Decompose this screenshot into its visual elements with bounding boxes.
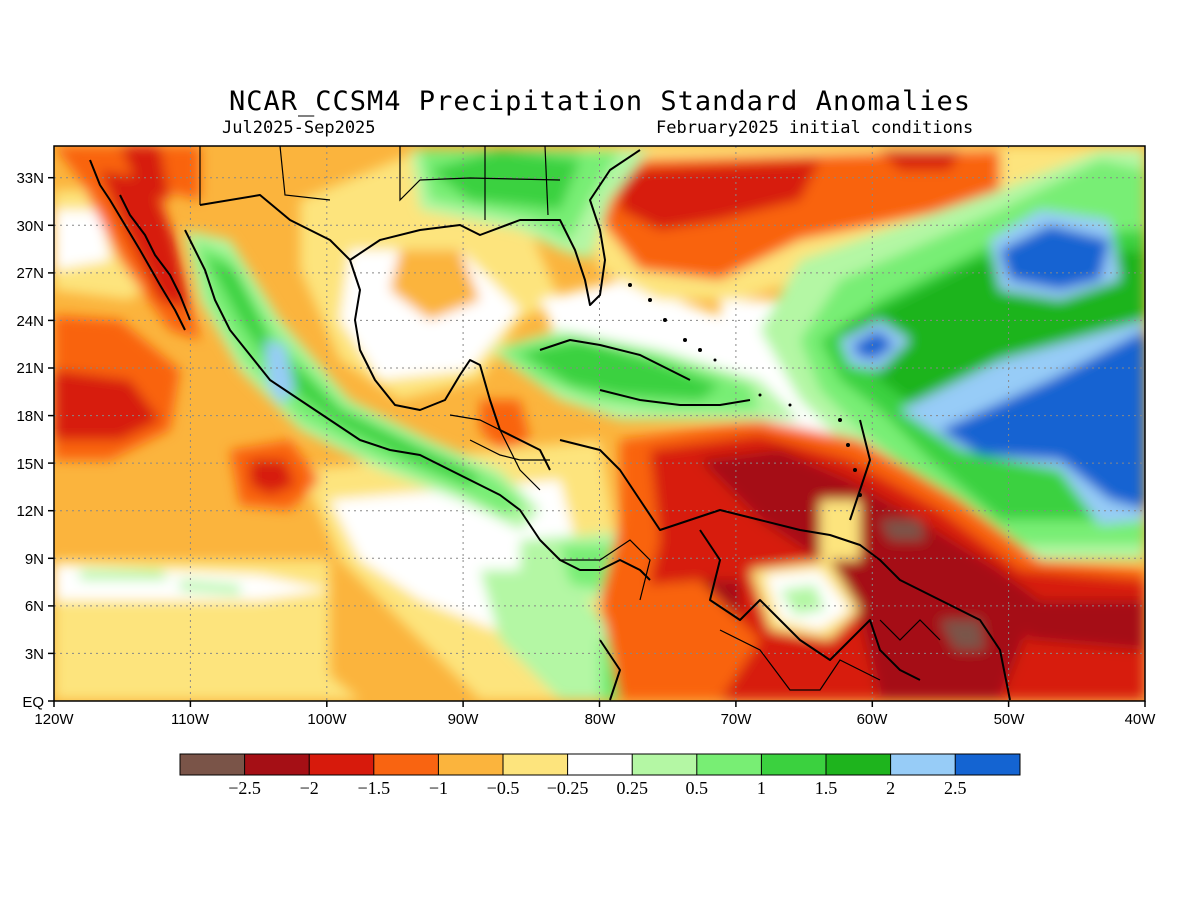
lat-label-30n: 30N xyxy=(16,218,44,235)
colorbar-swatch-2 xyxy=(244,754,310,775)
colorbar-swatch-4 xyxy=(373,754,439,775)
colorbar-swatch-11 xyxy=(826,754,891,775)
lon-label-100w: 100W xyxy=(307,711,347,728)
lon-label-70w: 70W xyxy=(721,711,753,728)
lat-label-12n: 12N xyxy=(16,503,44,520)
initial-conditions-label: February2025 initial conditions xyxy=(656,118,974,138)
colorbar-label-11: 2 xyxy=(886,778,895,798)
lat-label-33n: 33N xyxy=(16,170,44,187)
colorbar-label-2: −2 xyxy=(300,778,319,798)
anomaly-field xyxy=(54,146,1145,701)
colorbar-swatch-8 xyxy=(632,754,697,775)
map-title: NCAR_CCSM4 Precipitation Standard Anomal… xyxy=(229,86,971,117)
lat-label-6n: 6N xyxy=(25,598,44,615)
lon-label-120w: 120W xyxy=(34,711,74,728)
lat-label-3n: 3N xyxy=(25,646,44,663)
coastlines xyxy=(89,149,1011,701)
lat-label-15n: 15N xyxy=(16,456,44,473)
colorbar-label-7: 0.25 xyxy=(616,778,648,798)
colorbar-label-3: −1.5 xyxy=(357,778,390,798)
colorbar-label-9: 1 xyxy=(757,778,766,798)
lon-label-110w: 110W xyxy=(171,711,210,728)
lon-label-60w: 60W xyxy=(857,711,889,728)
axis-ticks xyxy=(48,176,1146,707)
lon-label-90w: 90W xyxy=(448,711,480,728)
islands xyxy=(628,283,862,497)
lon-label-80w: 80W xyxy=(585,711,617,728)
colorbar-swatch-9 xyxy=(696,754,762,775)
colorbar-swatch-5 xyxy=(438,754,503,775)
colorbar-label-4: −1 xyxy=(429,778,448,798)
colorbar-label-10: 1.5 xyxy=(815,778,838,798)
lon-label-50w: 50W xyxy=(994,711,1026,728)
graticule xyxy=(54,146,1145,701)
forecast-period: Jul2025-Sep2025 xyxy=(222,118,376,138)
colorbar-swatch-7 xyxy=(567,754,633,775)
colorbar-swatch-3 xyxy=(309,754,374,775)
colorbar-swatch-1 xyxy=(180,754,245,775)
colorbar-swatch-12 xyxy=(890,754,956,775)
colorbar-label-6: −0.25 xyxy=(547,778,589,798)
colorbar-label-12: 2.5 xyxy=(944,778,967,798)
lat-label-eq: EQ xyxy=(22,694,44,711)
lat-label-9n: 9N xyxy=(25,551,44,568)
borders xyxy=(199,146,941,691)
colorbar-label-5: −0.5 xyxy=(487,778,520,798)
colorbar-swatch-6 xyxy=(503,754,568,775)
lat-label-27n: 27N xyxy=(16,265,44,282)
colorbar-swatch-10 xyxy=(761,754,826,775)
lat-label-24n: 24N xyxy=(16,313,44,330)
colorbar-label-1: −2.5 xyxy=(228,778,261,798)
lat-label-21n: 21N xyxy=(16,360,44,377)
lat-label-18n: 18N xyxy=(16,408,44,425)
colorbar-swatch-13 xyxy=(955,754,1020,775)
lon-label-40w: 40W xyxy=(1125,711,1157,728)
colorbar-label-8: 0.5 xyxy=(686,778,709,798)
colorbar xyxy=(179,753,1021,776)
